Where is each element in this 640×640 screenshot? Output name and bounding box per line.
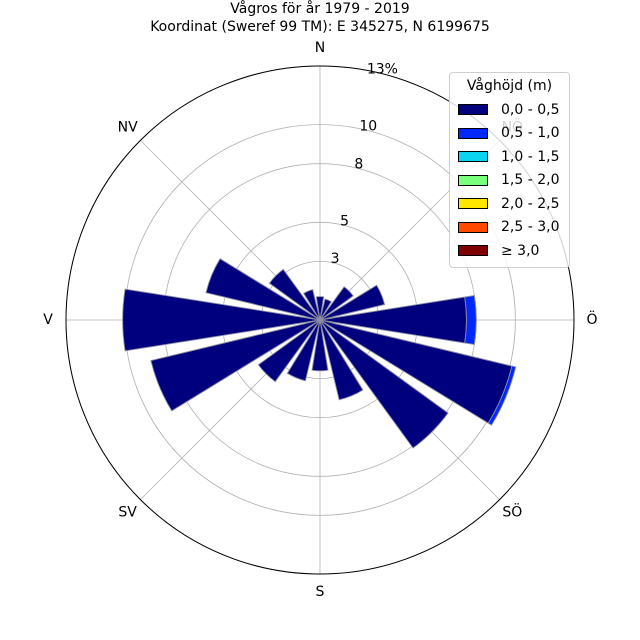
bar-nnö-1 xyxy=(319,298,332,321)
radial-tick-label: 3 xyxy=(331,251,340,267)
legend-entry: 0,0 - 0,5 xyxy=(458,98,561,122)
bar-nnv-1 xyxy=(303,289,321,321)
bar-nv-1 xyxy=(268,268,321,321)
bar-ösö-2 xyxy=(487,365,517,426)
bar-ssö-1 xyxy=(319,319,364,401)
legend-swatch xyxy=(458,127,488,139)
bar-ssv-1 xyxy=(286,319,321,382)
chart-title: Vågros för år 1979 - 2019 Koordinat (Swe… xyxy=(0,0,640,36)
compass-label: SV xyxy=(118,504,137,520)
bar-vnv-1 xyxy=(205,258,321,321)
legend-swatch xyxy=(458,174,488,186)
radial-tick-label: 10 xyxy=(359,119,377,135)
polar-frame xyxy=(65,65,575,575)
bar-vsv-1 xyxy=(150,319,321,412)
bar-ö-2 xyxy=(464,295,477,345)
radial-tick-label: 5 xyxy=(340,213,349,229)
compass-label: S xyxy=(316,584,325,600)
legend-entry: 0,5 - 1,0 xyxy=(458,122,561,146)
bar-nö-1 xyxy=(319,286,354,321)
legend-swatch xyxy=(458,245,488,257)
legend-label: 1,0 - 1,5 xyxy=(501,148,560,165)
bar-sö-1 xyxy=(319,319,449,449)
compass-label: SÖ xyxy=(502,502,522,520)
compass-label: V xyxy=(43,312,53,328)
bar-sv-1 xyxy=(257,319,321,383)
legend-label: ≥ 3,0 xyxy=(501,242,540,259)
legend-label: 2,5 - 3,0 xyxy=(501,219,560,236)
bar-s-1 xyxy=(311,319,329,372)
legend-entry: 1,5 - 2,0 xyxy=(458,169,561,193)
legend-entry: 1,0 - 1,5 xyxy=(458,145,561,169)
compass-label: N xyxy=(315,40,325,56)
legend-swatch xyxy=(458,221,488,233)
radial-tick-label: 8 xyxy=(354,156,363,172)
chart-title-line: Vågros för år 1979 - 2019 xyxy=(230,1,410,17)
legend-swatch xyxy=(458,151,488,163)
legend: Våghöjd (m) 0,0 - 0,5 0,5 - 1,0 1,0 - 1,5 1… xyxy=(449,72,570,268)
bar-önö-1 xyxy=(319,284,386,321)
chart-subtitle-line: Koordinat (Sweref 99 TM): E 345275, N 61… xyxy=(150,19,490,35)
legend-swatch xyxy=(458,104,488,116)
radial-tick-label: 13% xyxy=(367,62,398,78)
legend-label: 0,5 - 1,0 xyxy=(501,125,560,142)
legend-entry: 2,0 - 2,5 xyxy=(458,192,561,216)
bar-v-1 xyxy=(122,288,321,352)
legend-label: 0,0 - 0,5 xyxy=(501,101,560,118)
legend-entry: 2,5 - 3,0 xyxy=(458,216,561,240)
bar-n-1 xyxy=(315,296,325,321)
legend-label: 2,0 - 2,5 xyxy=(501,195,560,212)
legend-entry: ≥ 3,0 xyxy=(458,239,561,263)
compass-label: NV xyxy=(118,120,138,136)
compass-label: Ö xyxy=(586,310,597,328)
legend-title: Våghöjd (m) xyxy=(466,78,553,94)
legend-swatch xyxy=(458,198,488,210)
legend-label: 1,5 - 2,0 xyxy=(501,172,560,189)
